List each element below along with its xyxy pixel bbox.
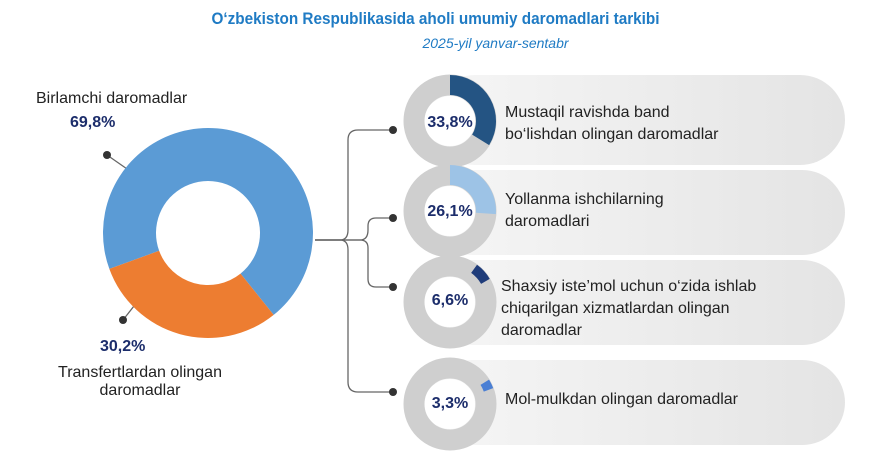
chart-title: O‘zbekiston Respublikasida aholi umumiy … [211, 9, 660, 28]
transfer-pct: 30,2% [100, 338, 146, 355]
label-dot [119, 316, 127, 324]
donut-slice [103, 127, 314, 315]
connector-dot [389, 126, 397, 134]
item3-label: Shaxsiy iste’mol uchun o‘zida ishlab chiq… [501, 278, 757, 339]
connector-line [315, 239, 393, 393]
chart-subtitle: 2025-yil yanvar-sentabr [422, 35, 569, 51]
donut-slice [471, 264, 490, 284]
donut-track [403, 255, 497, 349]
connector-line [315, 239, 393, 288]
donut-hole [425, 379, 475, 429]
item-pill [430, 75, 845, 165]
donut-slice [450, 75, 497, 146]
donut-track [403, 357, 497, 451]
connector-dot [389, 214, 397, 222]
transfer-label: Transfertlardan olingan daromadlar [58, 364, 222, 399]
item4-pct: 3,3% [431, 395, 469, 412]
item4-label: Mol-mulkdan olingan daromadlar [505, 391, 739, 408]
item1-pct: 33,8% [427, 114, 473, 131]
item2-label: Yollanma ishchilarning daromadlari [505, 191, 664, 230]
item-pill [430, 360, 845, 445]
item3-pct: 6,6% [431, 292, 469, 309]
connector-dot [389, 283, 397, 291]
connector-dot [389, 388, 397, 396]
donut-slice [480, 379, 494, 392]
item-pill [430, 260, 845, 345]
donut-hole [425, 96, 475, 146]
primary-pct: 69,8% [70, 114, 116, 131]
item2-pct: 26,1% [427, 203, 473, 220]
item-pill [430, 170, 845, 255]
donut-slice [109, 250, 274, 338]
connector-line [315, 129, 393, 241]
item1-label: Mustaqil ravishda band bo‘lishdan olingan… [505, 104, 719, 143]
donut-hole [425, 186, 475, 236]
donut-hole [425, 277, 475, 327]
primary-label: Birlamchi daromadlar [36, 90, 188, 107]
connector-line [315, 217, 393, 241]
donut-slice [450, 165, 496, 215]
label-dot [103, 151, 111, 159]
